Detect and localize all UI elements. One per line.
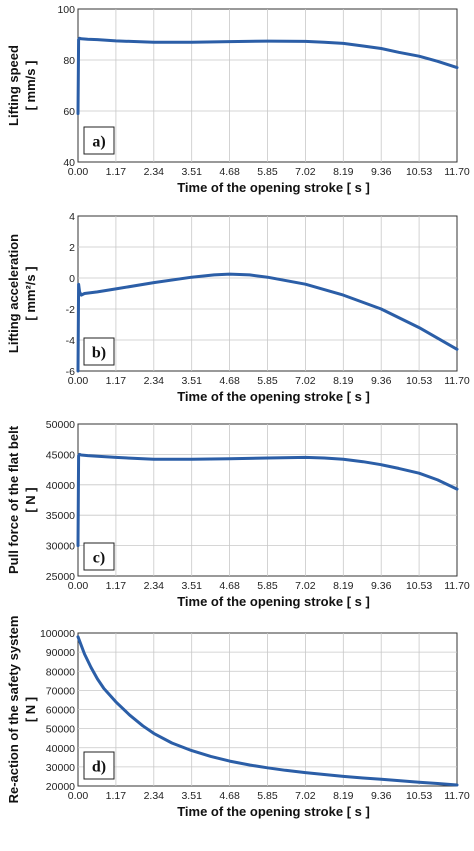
- x-tick-label: 2.34: [144, 790, 165, 802]
- chart-panel-a: 0.00 1.17 2.34 3.51 4.68 5.85 7.02 8.19 9.36 10.5…: [6, 4, 470, 195]
- y-tick-label: -4: [66, 335, 75, 347]
- x-tick-label: 7.02: [295, 375, 316, 387]
- x-tick-label: 8.19: [333, 166, 354, 178]
- x-tick-label: 5.85: [257, 790, 278, 802]
- series-line: [76, 635, 459, 787]
- x-tick-label: 9.36: [371, 580, 392, 592]
- x-tick-label: 4.68: [219, 790, 240, 802]
- y-axis-label: [ mm²/s ]: [23, 266, 38, 320]
- x-axis-label: Time of the opening stroke [ s ]: [177, 389, 370, 404]
- x-tick-label: 4.68: [219, 580, 240, 592]
- panel-label-box: [83, 542, 115, 571]
- y-tick-label: 35000: [46, 510, 75, 522]
- y-tick-label: 4: [69, 211, 75, 223]
- x-tick-label: 3.51: [181, 790, 202, 802]
- series-line: [76, 452, 459, 548]
- x-tick-label: 11.70: [444, 790, 470, 802]
- chart-panel-c: 0.00 1.17 2.34 3.51 4.68 5.85 7.02 8.19 9.36 10.5…: [6, 419, 470, 609]
- y-tick-label: -6: [66, 366, 75, 378]
- x-axis-label: Time of the opening stroke [ s ]: [177, 180, 370, 195]
- y-tick-label: 20000: [46, 781, 75, 793]
- x-tick-label: 11.70: [444, 375, 470, 387]
- y-axis-label: Re-action of the safety system: [6, 616, 21, 804]
- x-tick-label: 0.00: [68, 375, 89, 387]
- x-tick-label: 3.51: [181, 375, 202, 387]
- x-tick-label: 2.34: [144, 375, 165, 387]
- x-tick-label: 2.34: [144, 166, 165, 178]
- y-tick-label: 50000: [46, 724, 75, 736]
- x-tick-label: 11.70: [444, 580, 470, 592]
- y-tick-label: 0: [69, 273, 75, 285]
- x-tick-label: 3.51: [181, 580, 202, 592]
- y-axis-label: Lifting speed: [6, 45, 21, 126]
- panel-label: a): [92, 134, 105, 151]
- chart-panel-d: 0.00 1.17 2.34 3.51 4.68 5.85 7.02 8.19 9.36 10.5…: [6, 616, 470, 819]
- y-tick-label: 45000: [46, 449, 75, 461]
- y-tick-label: 25000: [46, 571, 75, 583]
- y-axis-label: Lifting acceleration: [6, 234, 21, 353]
- y-tick-label: 2: [69, 242, 75, 254]
- x-tick-label: 1.17: [106, 166, 127, 178]
- x-tick-label: 7.02: [295, 790, 316, 802]
- x-tick-label: 5.85: [257, 375, 278, 387]
- panel-label-box: [83, 751, 115, 780]
- x-tick-label: 8.19: [333, 375, 354, 387]
- panel-label-box: [83, 337, 115, 366]
- x-tick-label: 1.17: [106, 790, 127, 802]
- x-tick-label: 1.17: [106, 375, 127, 387]
- x-tick-label: 9.36: [371, 375, 392, 387]
- panel-label-box: [83, 126, 115, 155]
- y-tick-label: 90000: [46, 647, 75, 659]
- y-axis-label: [ N ]: [23, 487, 38, 512]
- panel-label: b): [92, 345, 106, 362]
- x-tick-label: 10.53: [406, 580, 432, 592]
- x-tick-label: 7.02: [295, 580, 316, 592]
- x-tick-label: 3.51: [181, 166, 202, 178]
- y-tick-label: -2: [66, 304, 75, 316]
- chart-panel-b: 0.00 1.17 2.34 3.51 4.68 5.85 7.02 8.19 9.36 10.5…: [6, 211, 470, 404]
- x-tick-label: 2.34: [144, 580, 165, 592]
- y-tick-label: 80: [63, 55, 75, 67]
- y-tick-label: 100: [57, 4, 75, 16]
- panel-label: c): [93, 550, 105, 567]
- x-tick-label: 9.36: [371, 790, 392, 802]
- x-axis-label: Time of the opening stroke [ s ]: [177, 594, 370, 609]
- y-axis-label: [ mm/s ]: [23, 61, 38, 111]
- series-line: [76, 36, 459, 116]
- x-tick-label: 9.36: [371, 166, 392, 178]
- x-tick-label: 1.17: [106, 580, 127, 592]
- y-tick-label: 40: [63, 157, 75, 169]
- x-tick-label: 7.02: [295, 166, 316, 178]
- panel-label: d): [92, 759, 106, 776]
- y-tick-label: 60000: [46, 705, 75, 717]
- x-tick-label: 0.00: [68, 580, 89, 592]
- x-tick-label: 5.85: [257, 580, 278, 592]
- y-axis-label: [ N ]: [23, 697, 38, 722]
- x-tick-label: 8.19: [333, 580, 354, 592]
- x-tick-label: 0.00: [68, 790, 89, 802]
- y-tick-label: 50000: [46, 419, 75, 431]
- y-tick-label: 100000: [40, 628, 75, 640]
- y-tick-label: 30000: [46, 762, 75, 774]
- x-tick-label: 8.19: [333, 790, 354, 802]
- series-line: [76, 272, 459, 373]
- x-tick-label: 0.00: [68, 166, 89, 178]
- x-tick-label: 5.85: [257, 166, 278, 178]
- x-tick-label: 11.70: [444, 166, 470, 178]
- y-tick-label: 40000: [46, 480, 75, 492]
- y-tick-label: 30000: [46, 541, 75, 553]
- y-axis-label: Pull force of the flat belt: [6, 425, 21, 574]
- y-tick-label: 80000: [46, 666, 75, 678]
- x-tick-label: 4.68: [219, 375, 240, 387]
- x-axis-label: Time of the opening stroke [ s ]: [177, 804, 370, 819]
- y-tick-label: 60: [63, 106, 75, 118]
- x-tick-label: 10.53: [406, 375, 432, 387]
- x-tick-label: 10.53: [406, 166, 432, 178]
- x-tick-label: 4.68: [219, 166, 240, 178]
- y-tick-label: 40000: [46, 743, 75, 755]
- x-tick-label: 10.53: [406, 790, 432, 802]
- y-tick-label: 70000: [46, 685, 75, 697]
